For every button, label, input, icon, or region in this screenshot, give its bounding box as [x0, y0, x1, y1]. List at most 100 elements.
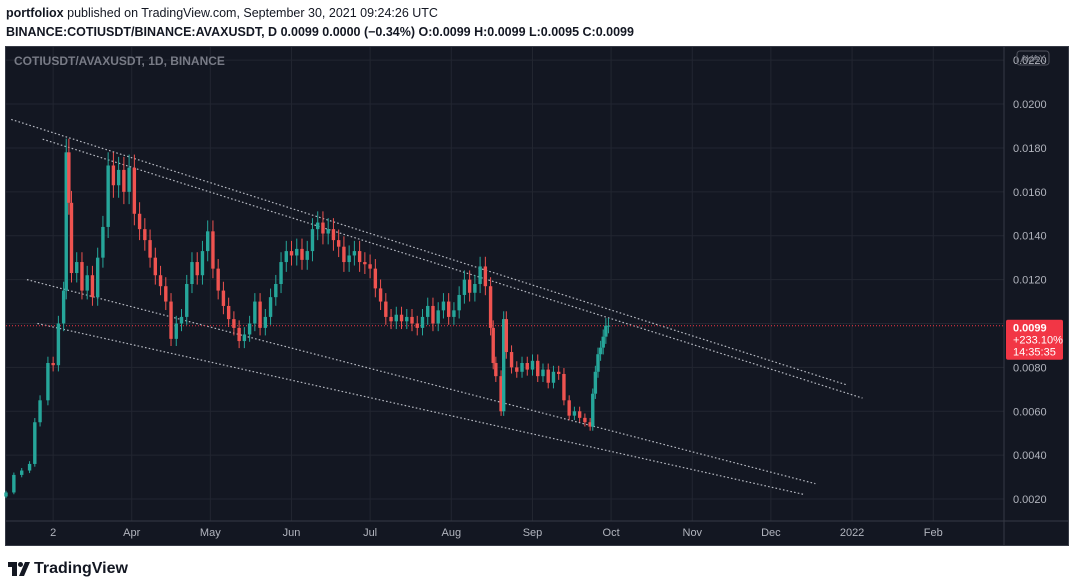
candle-body[interactable]	[237, 327, 241, 342]
candle-body[interactable]	[452, 310, 456, 317]
candle-body[interactable]	[368, 264, 372, 269]
candle-body[interactable]	[509, 352, 514, 368]
candle-body[interactable]	[205, 231, 210, 252]
candle-body[interactable]	[357, 251, 362, 263]
candle-body[interactable]	[321, 222, 325, 234]
candle-body[interactable]	[33, 422, 37, 464]
candle-body[interactable]	[336, 240, 341, 247]
candle-body[interactable]	[284, 251, 288, 263]
candle-body[interactable]	[316, 222, 320, 230]
candle-body[interactable]	[310, 229, 315, 252]
trend-line-channel-outer-lower[interactable]	[37, 322, 806, 496]
candle-body[interactable]	[226, 305, 231, 320]
candle-body[interactable]	[399, 314, 404, 322]
candle-body[interactable]	[56, 323, 61, 366]
candle-body[interactable]	[232, 319, 236, 328]
candle-body[interactable]	[216, 268, 220, 291]
candle-body[interactable]	[378, 288, 383, 302]
candle-body[interactable]	[501, 319, 506, 412]
candle-body[interactable]	[106, 165, 110, 227]
candle-body[interactable]	[300, 248, 304, 260]
candle-body[interactable]	[274, 284, 278, 298]
candle-body[interactable]	[279, 262, 283, 284]
candle-body[interactable]	[494, 363, 498, 377]
candle-body[interactable]	[420, 316, 425, 328]
trend-line-channel-outer-upper[interactable]	[11, 118, 848, 386]
candle-body[interactable]	[347, 255, 351, 263]
candle-body[interactable]	[258, 301, 262, 328]
candle-body[interactable]	[289, 251, 294, 256]
candle-body[interactable]	[69, 202, 74, 274]
candle-body[interactable]	[478, 266, 482, 284]
candle-body[interactable]	[164, 286, 168, 302]
candle-body[interactable]	[593, 371, 598, 394]
trend-line-channel-inner-upper[interactable]	[42, 138, 863, 399]
candle-body[interactable]	[64, 152, 68, 291]
candle-body[interactable]	[211, 231, 215, 269]
candle-body[interactable]	[4, 492, 8, 497]
candle-body[interactable]	[473, 284, 477, 293]
candle-body[interactable]	[263, 316, 268, 328]
candle-body[interactable]	[373, 268, 378, 289]
candle-body[interactable]	[111, 165, 116, 186]
candle-body[interactable]	[457, 294, 461, 311]
candle-body[interactable]	[137, 213, 142, 230]
candle-body[interactable]	[20, 470, 24, 475]
candle-body[interactable]	[394, 314, 398, 322]
candle-body[interactable]	[195, 262, 199, 276]
candle-body[interactable]	[530, 360, 535, 370]
candle-body[interactable]	[504, 319, 509, 353]
candle-body[interactable]	[253, 301, 257, 324]
candle-body[interactable]	[127, 167, 131, 192]
candle-body[interactable]	[185, 284, 189, 317]
author-name[interactable]: portfoliox	[6, 6, 64, 20]
candle-body[interactable]	[483, 266, 488, 287]
candle-body[interactable]	[38, 400, 42, 423]
candle-body[interactable]	[556, 371, 561, 374]
candle-body[interactable]	[546, 369, 550, 383]
candle-body[interactable]	[389, 316, 393, 322]
candle-body[interactable]	[95, 257, 100, 298]
candle-body[interactable]	[572, 411, 577, 416]
candle-body[interactable]	[467, 279, 472, 293]
candle-body[interactable]	[441, 301, 446, 311]
candle-body[interactable]	[247, 323, 252, 335]
candle-body[interactable]	[410, 316, 414, 324]
trend-line-channel-inner-lower[interactable]	[26, 279, 816, 485]
candle-body[interactable]	[174, 323, 178, 339]
candle-body[interactable]	[90, 275, 95, 298]
candle-body[interactable]	[525, 363, 529, 370]
candle-body[interactable]	[268, 297, 273, 317]
candle-body[interactable]	[169, 301, 173, 339]
candle-body[interactable]	[85, 275, 89, 291]
candle-body[interactable]	[46, 363, 50, 401]
candle-body[interactable]	[567, 400, 571, 416]
candle-body[interactable]	[148, 240, 152, 258]
candle-body[interactable]	[541, 369, 545, 377]
candle-body[interactable]	[562, 373, 566, 401]
candle-body[interactable]	[153, 257, 158, 276]
candle-body[interactable]	[67, 152, 71, 203]
candle-body[interactable]	[116, 169, 121, 186]
candle-body[interactable]	[606, 325, 611, 327]
candle-body[interactable]	[591, 393, 595, 427]
candle-body[interactable]	[598, 347, 603, 355]
candle-body[interactable]	[51, 363, 55, 366]
candle-body[interactable]	[305, 251, 309, 260]
candle-body[interactable]	[158, 275, 163, 287]
candle-body[interactable]	[61, 290, 66, 324]
candle-body[interactable]	[426, 305, 430, 317]
candle-body[interactable]	[536, 360, 540, 377]
candle-body[interactable]	[588, 422, 592, 427]
candle-body[interactable]	[342, 246, 346, 263]
candle-body[interactable]	[491, 327, 495, 363]
candle-body[interactable]	[242, 334, 247, 342]
candle-body[interactable]	[12, 474, 16, 493]
candle-body[interactable]	[179, 316, 184, 324]
candle-body[interactable]	[415, 323, 419, 328]
candle-body[interactable]	[295, 248, 299, 256]
candle-body[interactable]	[551, 371, 556, 383]
candle-body[interactable]	[27, 463, 32, 471]
candle-body[interactable]	[200, 251, 205, 276]
